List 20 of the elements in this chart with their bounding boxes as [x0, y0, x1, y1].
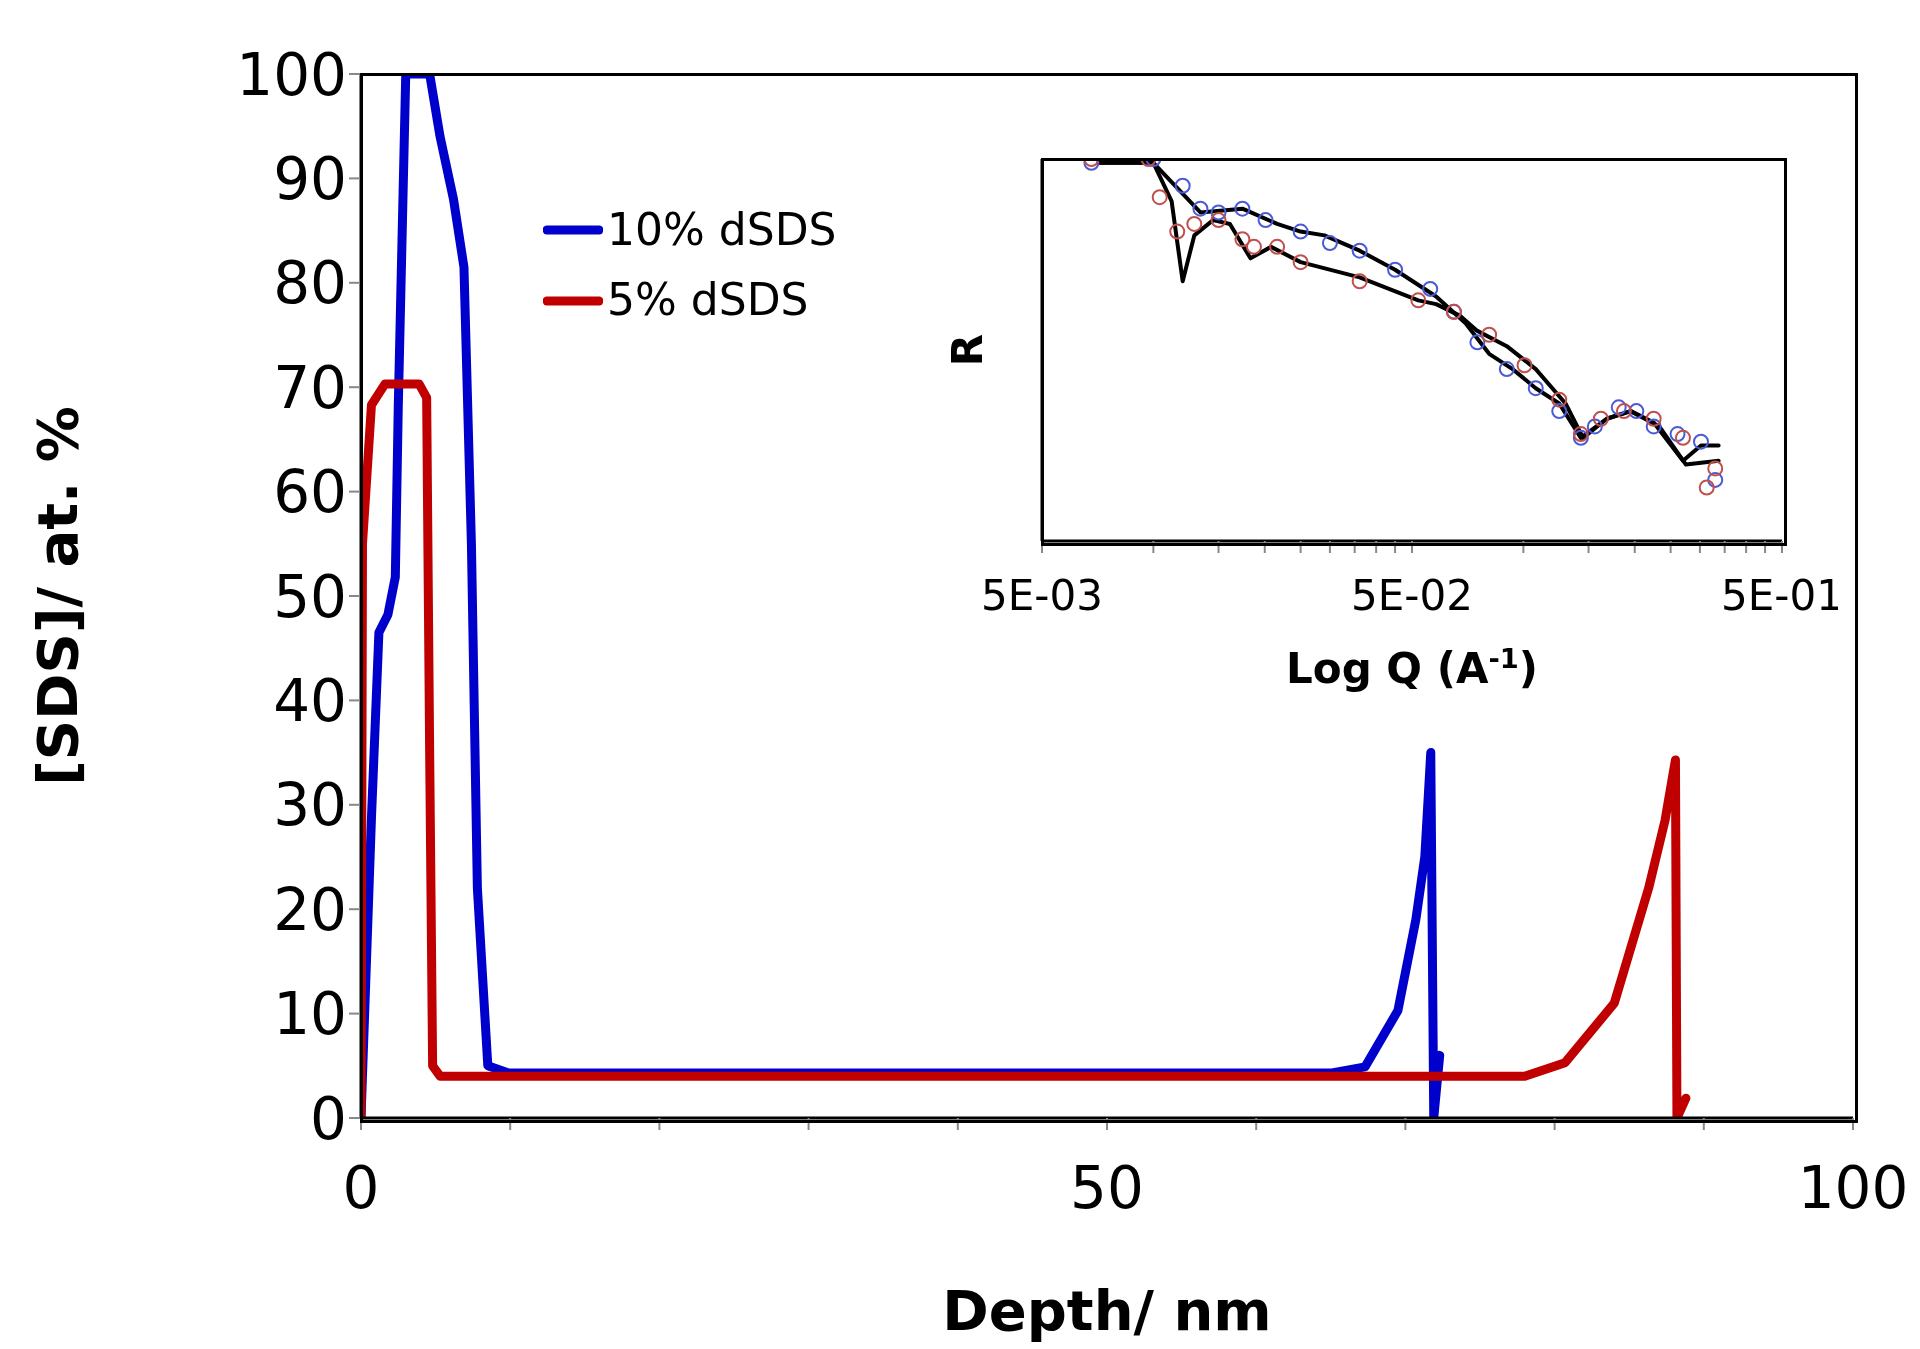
x-tick-label: 5E-03 [981, 571, 1103, 621]
legend-label: 5% dSDS [607, 274, 809, 326]
y-tick-label: 90 [273, 144, 347, 213]
y-axis-title: [SDS]/ at. % [24, 406, 90, 786]
x-tick-label: 50 [1070, 1153, 1144, 1222]
y-tick-label: 0 [310, 1084, 347, 1153]
y-tick-label: 100 [236, 40, 347, 109]
y-axis-title: R [942, 333, 992, 367]
y-tick-label: 30 [273, 771, 347, 840]
x-axis-title: Depth/ nm [942, 1278, 1272, 1343]
legend-label: 10% dSDS [607, 204, 837, 255]
x-tick-label: 100 [1797, 1153, 1909, 1222]
x-axis-title: Log Q (A$^{-1}$) [1286, 642, 1538, 693]
y-tick-label: 40 [273, 666, 347, 735]
y-tick-label: 10 [273, 980, 347, 1049]
y-tick-label: 80 [273, 249, 347, 318]
y-tick-label: 20 [273, 875, 347, 944]
y-tick-label: 60 [273, 458, 347, 527]
y-tick-label: 70 [273, 353, 347, 422]
x-tick-label: 5E-02 [1351, 571, 1473, 621]
